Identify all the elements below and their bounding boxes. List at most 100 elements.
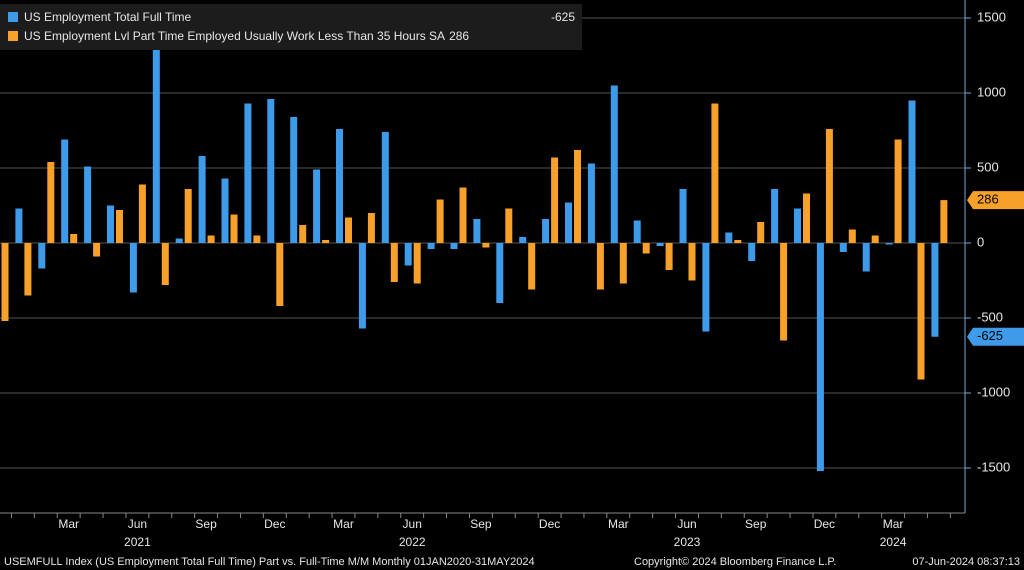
- bar: [38, 243, 46, 269]
- bar: [290, 117, 298, 243]
- bar: [931, 243, 939, 337]
- bar: [345, 217, 352, 243]
- bar: [816, 243, 824, 471]
- bar: [862, 243, 870, 272]
- bar: [619, 243, 627, 284]
- bar: [413, 243, 421, 284]
- bar: [459, 187, 467, 243]
- bar: [207, 235, 215, 243]
- bar: [565, 202, 572, 243]
- y-tick-label: 500: [977, 159, 999, 174]
- x-tick-label: Sep: [195, 517, 217, 531]
- bar: [885, 243, 893, 245]
- value-tag: [967, 191, 1024, 210]
- x-tick-label: Jun: [403, 517, 422, 531]
- bar: [322, 240, 330, 243]
- bar: [1, 243, 9, 321]
- bar: [725, 232, 733, 243]
- bar: [839, 243, 847, 252]
- bar: [276, 243, 284, 306]
- bar: [107, 205, 114, 243]
- bar: [267, 99, 275, 243]
- bar: [427, 243, 435, 249]
- bar: [24, 243, 32, 296]
- bar: [47, 162, 55, 243]
- y-tick-label: -1000: [977, 384, 1010, 399]
- x-tick-label: Mar: [333, 517, 354, 531]
- x-tick-label: Dec: [264, 517, 285, 531]
- bar: [84, 166, 92, 243]
- x-tick-label: Dec: [814, 517, 835, 531]
- x-tick-label: Jun: [677, 517, 696, 531]
- x-year-label: 2023: [674, 535, 701, 549]
- bar: [138, 184, 146, 243]
- bar: [336, 129, 343, 243]
- bar: [771, 189, 779, 243]
- legend-label: US Employment Lvl Part Time Employed Usu…: [24, 29, 445, 43]
- x-year-label: 2021: [124, 535, 151, 549]
- bar: [894, 139, 902, 243]
- bar: [450, 243, 458, 249]
- bar: [93, 243, 101, 257]
- bar: [299, 225, 307, 243]
- bar: [367, 213, 375, 243]
- bar: [436, 199, 444, 243]
- bar: [665, 243, 673, 270]
- y-tick-label: 1000: [977, 84, 1006, 99]
- bar: [221, 178, 229, 243]
- bar: [574, 150, 581, 243]
- bar: [780, 243, 788, 341]
- bar: [519, 237, 527, 243]
- bar: [15, 208, 23, 243]
- bar: [253, 235, 261, 243]
- bar: [482, 243, 490, 248]
- bar: [496, 243, 504, 303]
- x-tick-label: Dec: [539, 517, 560, 531]
- legend-swatch: [8, 12, 18, 22]
- legend-box: [0, 4, 582, 50]
- bar: [313, 169, 321, 243]
- bar: [129, 243, 137, 293]
- bar: [230, 214, 238, 243]
- value-tag: [967, 327, 1024, 346]
- bar: [794, 208, 801, 243]
- bar: [61, 139, 69, 243]
- bar: [596, 243, 604, 290]
- x-tick-label: Mar: [58, 517, 79, 531]
- legend-swatch: [8, 31, 18, 41]
- bar: [711, 103, 719, 243]
- bar: [917, 243, 925, 380]
- bar: [871, 235, 879, 243]
- y-tick-label: -500: [977, 309, 1003, 324]
- x-tick-label: Mar: [608, 517, 629, 531]
- y-tick-label: -1500: [977, 459, 1010, 474]
- bar: [848, 229, 856, 243]
- bar: [70, 234, 78, 243]
- bar: [825, 129, 833, 243]
- bar: [551, 157, 559, 243]
- bar: [688, 243, 696, 281]
- bar: [505, 208, 513, 243]
- bar: [734, 240, 742, 243]
- plot-area: 1500 1000 500 0 -500 -1000 -1500 Mar Jun Sep Dec Ma…: [0, 0, 1024, 549]
- x-tick-label: Sep: [470, 517, 492, 531]
- bar: [381, 132, 389, 243]
- bar: [473, 219, 481, 243]
- x-tick-label: Sep: [745, 517, 767, 531]
- bar: [528, 243, 536, 290]
- bar: [542, 219, 550, 243]
- bar: [908, 100, 916, 243]
- bar: [161, 243, 169, 285]
- legend-value: -625: [551, 10, 575, 24]
- value-tag-label: 286: [977, 192, 999, 207]
- bar: [587, 163, 595, 243]
- bar: [244, 103, 252, 243]
- y-tick-label: 0: [977, 234, 984, 249]
- x-tick-label: Jun: [128, 517, 147, 531]
- bar: [633, 220, 641, 243]
- bar: [358, 243, 366, 329]
- x-year-label: 2022: [399, 535, 426, 549]
- bar: [679, 189, 687, 243]
